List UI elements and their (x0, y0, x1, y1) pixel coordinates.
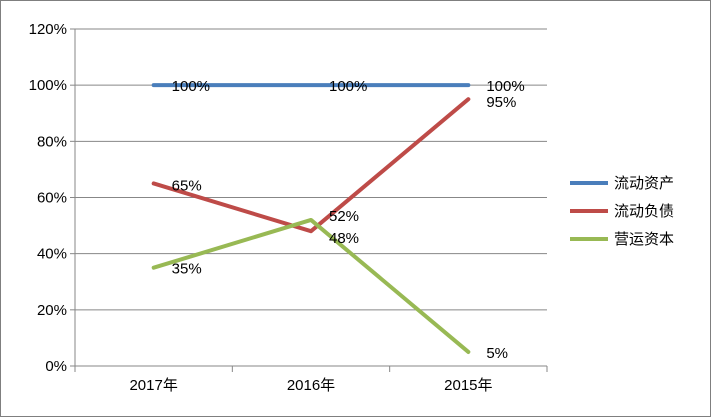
data-label: 35% (172, 261, 202, 278)
y-tick-label: 40% (37, 246, 67, 263)
y-tick-label: 60% (37, 190, 67, 207)
data-label: 100% (329, 78, 367, 95)
data-label: 65% (172, 177, 202, 194)
series-lines (151, 83, 471, 354)
series-line-3 (151, 217, 471, 354)
y-tick-label: 0% (45, 358, 67, 375)
legend-label: 流动负债 (614, 202, 674, 220)
x-tick-label: 2015年 (444, 377, 492, 394)
series-line-2 (151, 97, 471, 234)
data-label: 100% (172, 78, 210, 95)
y-tick-label: 20% (37, 302, 67, 319)
x-tick-label: 2017年 (129, 377, 177, 394)
y-tick-label: 80% (37, 133, 67, 150)
axes: 0% 20% 40% 60% 80% 100% 120% 2017年 2016年 2015年 (29, 21, 548, 394)
legend-label: 营运资本 (614, 230, 674, 248)
x-tick-label: 2016年 (287, 377, 335, 394)
data-label: 5% (486, 345, 508, 362)
data-label: 48% (329, 230, 359, 247)
gridlines (75, 28, 547, 311)
data-label: 100% (486, 78, 524, 95)
y-tick-label: 120% (29, 21, 67, 38)
data-label: 52% (329, 208, 359, 225)
data-labels: 100% 100% 100% 65% 48% 95% 35% 52% 5% (172, 78, 525, 362)
y-tick-label: 100% (29, 77, 67, 94)
legend-label: 流动资产 (614, 174, 674, 192)
data-label: 95% (486, 94, 516, 111)
